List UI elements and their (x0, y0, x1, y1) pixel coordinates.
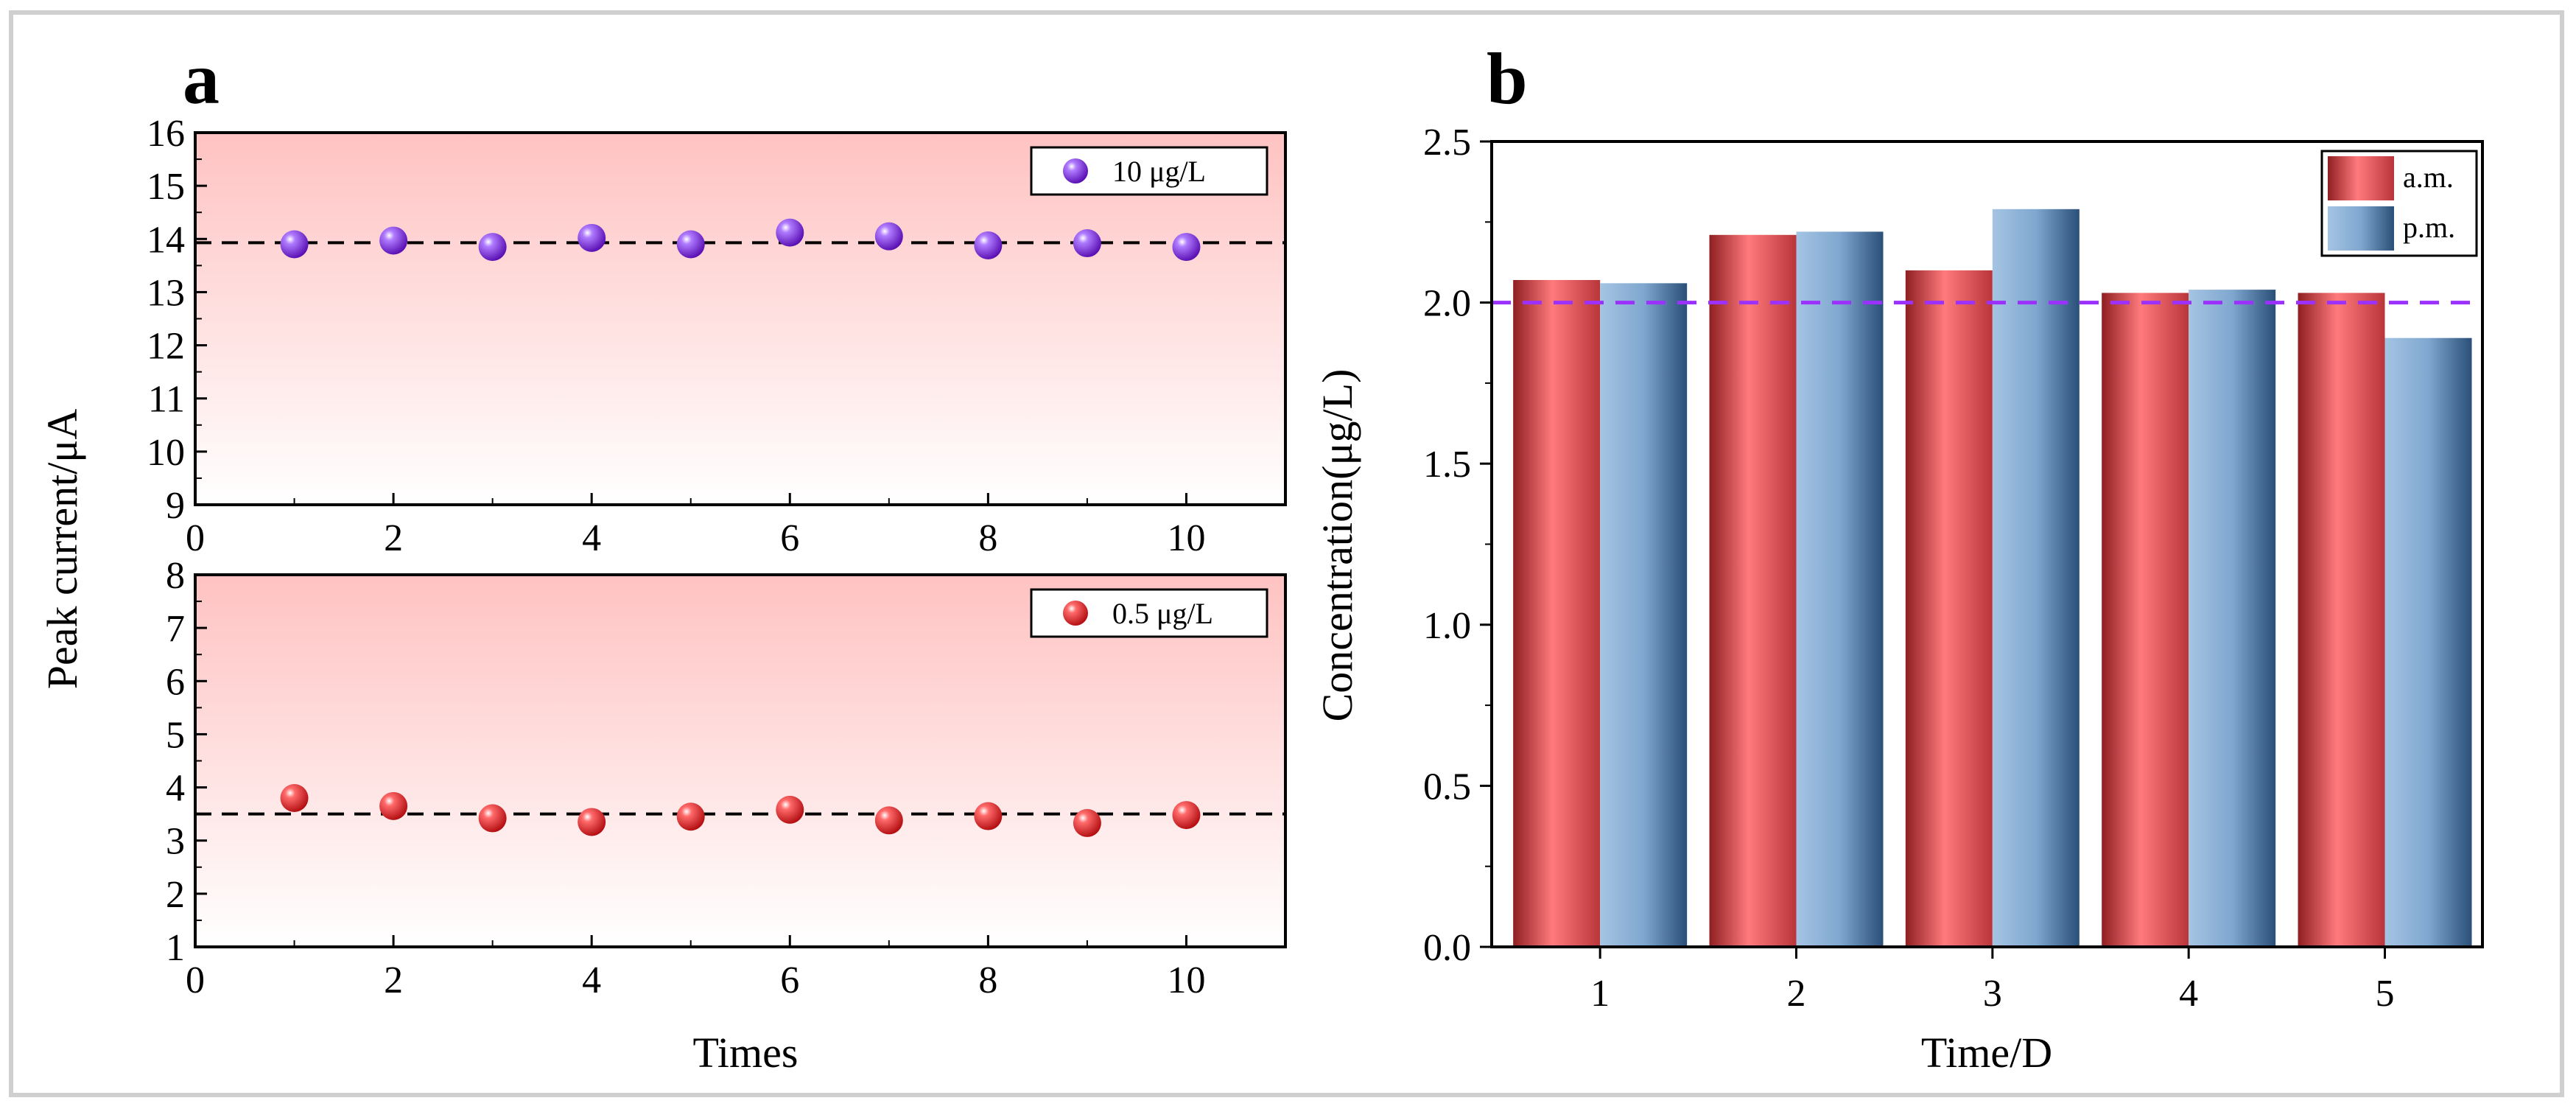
bar-pm (1600, 283, 1688, 947)
scatter-point (1172, 233, 1201, 262)
legend-label: 10 μg/L (1112, 155, 1206, 188)
scatter-point (379, 791, 408, 820)
legend-marker-red (1063, 601, 1088, 626)
y-tick-label: 3 (166, 821, 185, 863)
scatter-point (478, 804, 507, 833)
panel-a-y-axis-label: Peak current/μA (38, 409, 86, 690)
legend-label-am: a.m. (2403, 161, 2454, 194)
x-tick-label: 6 (780, 517, 799, 559)
x-tick-label: 4 (2179, 973, 2198, 1015)
scatter-point (1073, 229, 1101, 258)
legend-label: 0.5 μg/L (1112, 597, 1213, 630)
y-tick-label: 7 (166, 608, 185, 650)
panel-a-x-axis-label: Times (693, 1029, 799, 1077)
panel-a-top-plot: 9 10 11 12 13 14 15 16 0 2 4 6 8 10 10 μg/L (147, 113, 1287, 559)
x-tick-label: 0 (186, 517, 205, 559)
x-tick-label: 1 (1590, 973, 1610, 1015)
y-tick-label: 1 (166, 927, 185, 969)
x-tick-label: 0 (186, 959, 205, 1001)
x-tick-label: 2 (384, 517, 403, 559)
panel-b-x-axis-label: Time/D (1921, 1029, 2052, 1077)
y-tick-label: 10 (147, 432, 185, 474)
x-tick-label: 2 (1787, 973, 1806, 1015)
bar-am (1709, 234, 1797, 948)
y-tick-label: 4 (166, 768, 185, 810)
bar-pm (2384, 337, 2472, 947)
scatter-point (776, 795, 804, 824)
bar-pm (1796, 231, 1884, 947)
scatter-point (578, 808, 606, 836)
y-tick-label: 6 (166, 661, 185, 703)
y-tick-label: 9 (166, 485, 185, 527)
panel-b-label: b (1487, 38, 1528, 119)
scatter-point (578, 223, 606, 252)
plot-frame (194, 131, 1287, 506)
scatter-point (1172, 801, 1201, 830)
x-tick-label: 10 (1167, 517, 1205, 559)
y-tick-label: 0.5 (1423, 766, 1471, 808)
bar-am (1905, 270, 1993, 947)
x-tick-label: 6 (780, 959, 799, 1001)
scatter-point (874, 806, 903, 835)
scatter-point (874, 222, 903, 251)
plot-frame (1490, 140, 2484, 948)
y-tick-label: 11 (148, 379, 185, 421)
y-tick-label: 2 (166, 874, 185, 916)
y-tick-label: 15 (147, 166, 185, 208)
bar-pm (1992, 209, 2080, 947)
scatter-point (379, 226, 408, 255)
legend-swatch-pm (2328, 206, 2394, 251)
bar-am (2298, 293, 2385, 947)
panel-b-y-axis-label: Concentration(μg/L) (1313, 369, 1361, 722)
x-tick-label: 8 (978, 959, 997, 1001)
scatter-point (974, 231, 1003, 259)
scatter-point (280, 230, 309, 259)
scatter-point (478, 233, 507, 262)
y-tick-label: 8 (166, 555, 185, 597)
panel-a-bottom-plot: 1 2 3 4 5 6 7 8 0 2 4 6 8 10 0.5 μg/L (166, 555, 1287, 1001)
x-tick-label: 4 (582, 959, 601, 1001)
legend-label-pm: p.m. (2403, 211, 2455, 244)
x-tick-label: 3 (1983, 973, 2002, 1015)
y-tick-label: 13 (147, 272, 185, 314)
scatter-point (676, 230, 705, 259)
bar-pm (2189, 290, 2276, 947)
y-tick-label: 16 (147, 113, 185, 155)
x-tick-label: 10 (1167, 959, 1205, 1001)
legend-bottom: 0.5 μg/L (1030, 588, 1268, 638)
legend-top: 10 μg/L (1030, 146, 1268, 196)
y-tick-label: 2.5 (1423, 122, 1471, 164)
x-tick-label: 4 (582, 517, 601, 559)
x-tick-label: 2 (384, 959, 403, 1001)
y-tick-label: 12 (147, 326, 185, 368)
y-tick-label: 2.0 (1423, 283, 1471, 325)
legend-box (1030, 146, 1268, 196)
bar-am (2102, 293, 2189, 947)
legend-swatch-am (2328, 156, 2394, 200)
y-tick-label: 14 (147, 219, 185, 261)
scatter-point (974, 802, 1003, 830)
y-tick-label: 1.0 (1423, 605, 1471, 647)
x-tick-label: 8 (978, 517, 997, 559)
legend-b: a.m. p.m. (2320, 150, 2478, 257)
bar-am (1513, 279, 1601, 948)
y-tick-label: 0.0 (1423, 927, 1471, 969)
scatter-point (1073, 808, 1101, 837)
panel-a-label: a (183, 38, 220, 119)
plot-frame (194, 573, 1287, 948)
panel-b-bar-chart: 0.0 0.5 1.0 1.5 2.0 2.5 1 2 3 4 5 Concentration(μg… (1313, 122, 2484, 1077)
scatter-point (280, 784, 309, 812)
scatter-point (676, 802, 705, 831)
x-tick-label: 5 (2376, 973, 2395, 1015)
y-tick-label: 5 (166, 714, 185, 756)
y-tick-label: 1.5 (1423, 444, 1471, 486)
legend-marker-purple (1063, 158, 1088, 183)
scatter-point (776, 218, 804, 247)
